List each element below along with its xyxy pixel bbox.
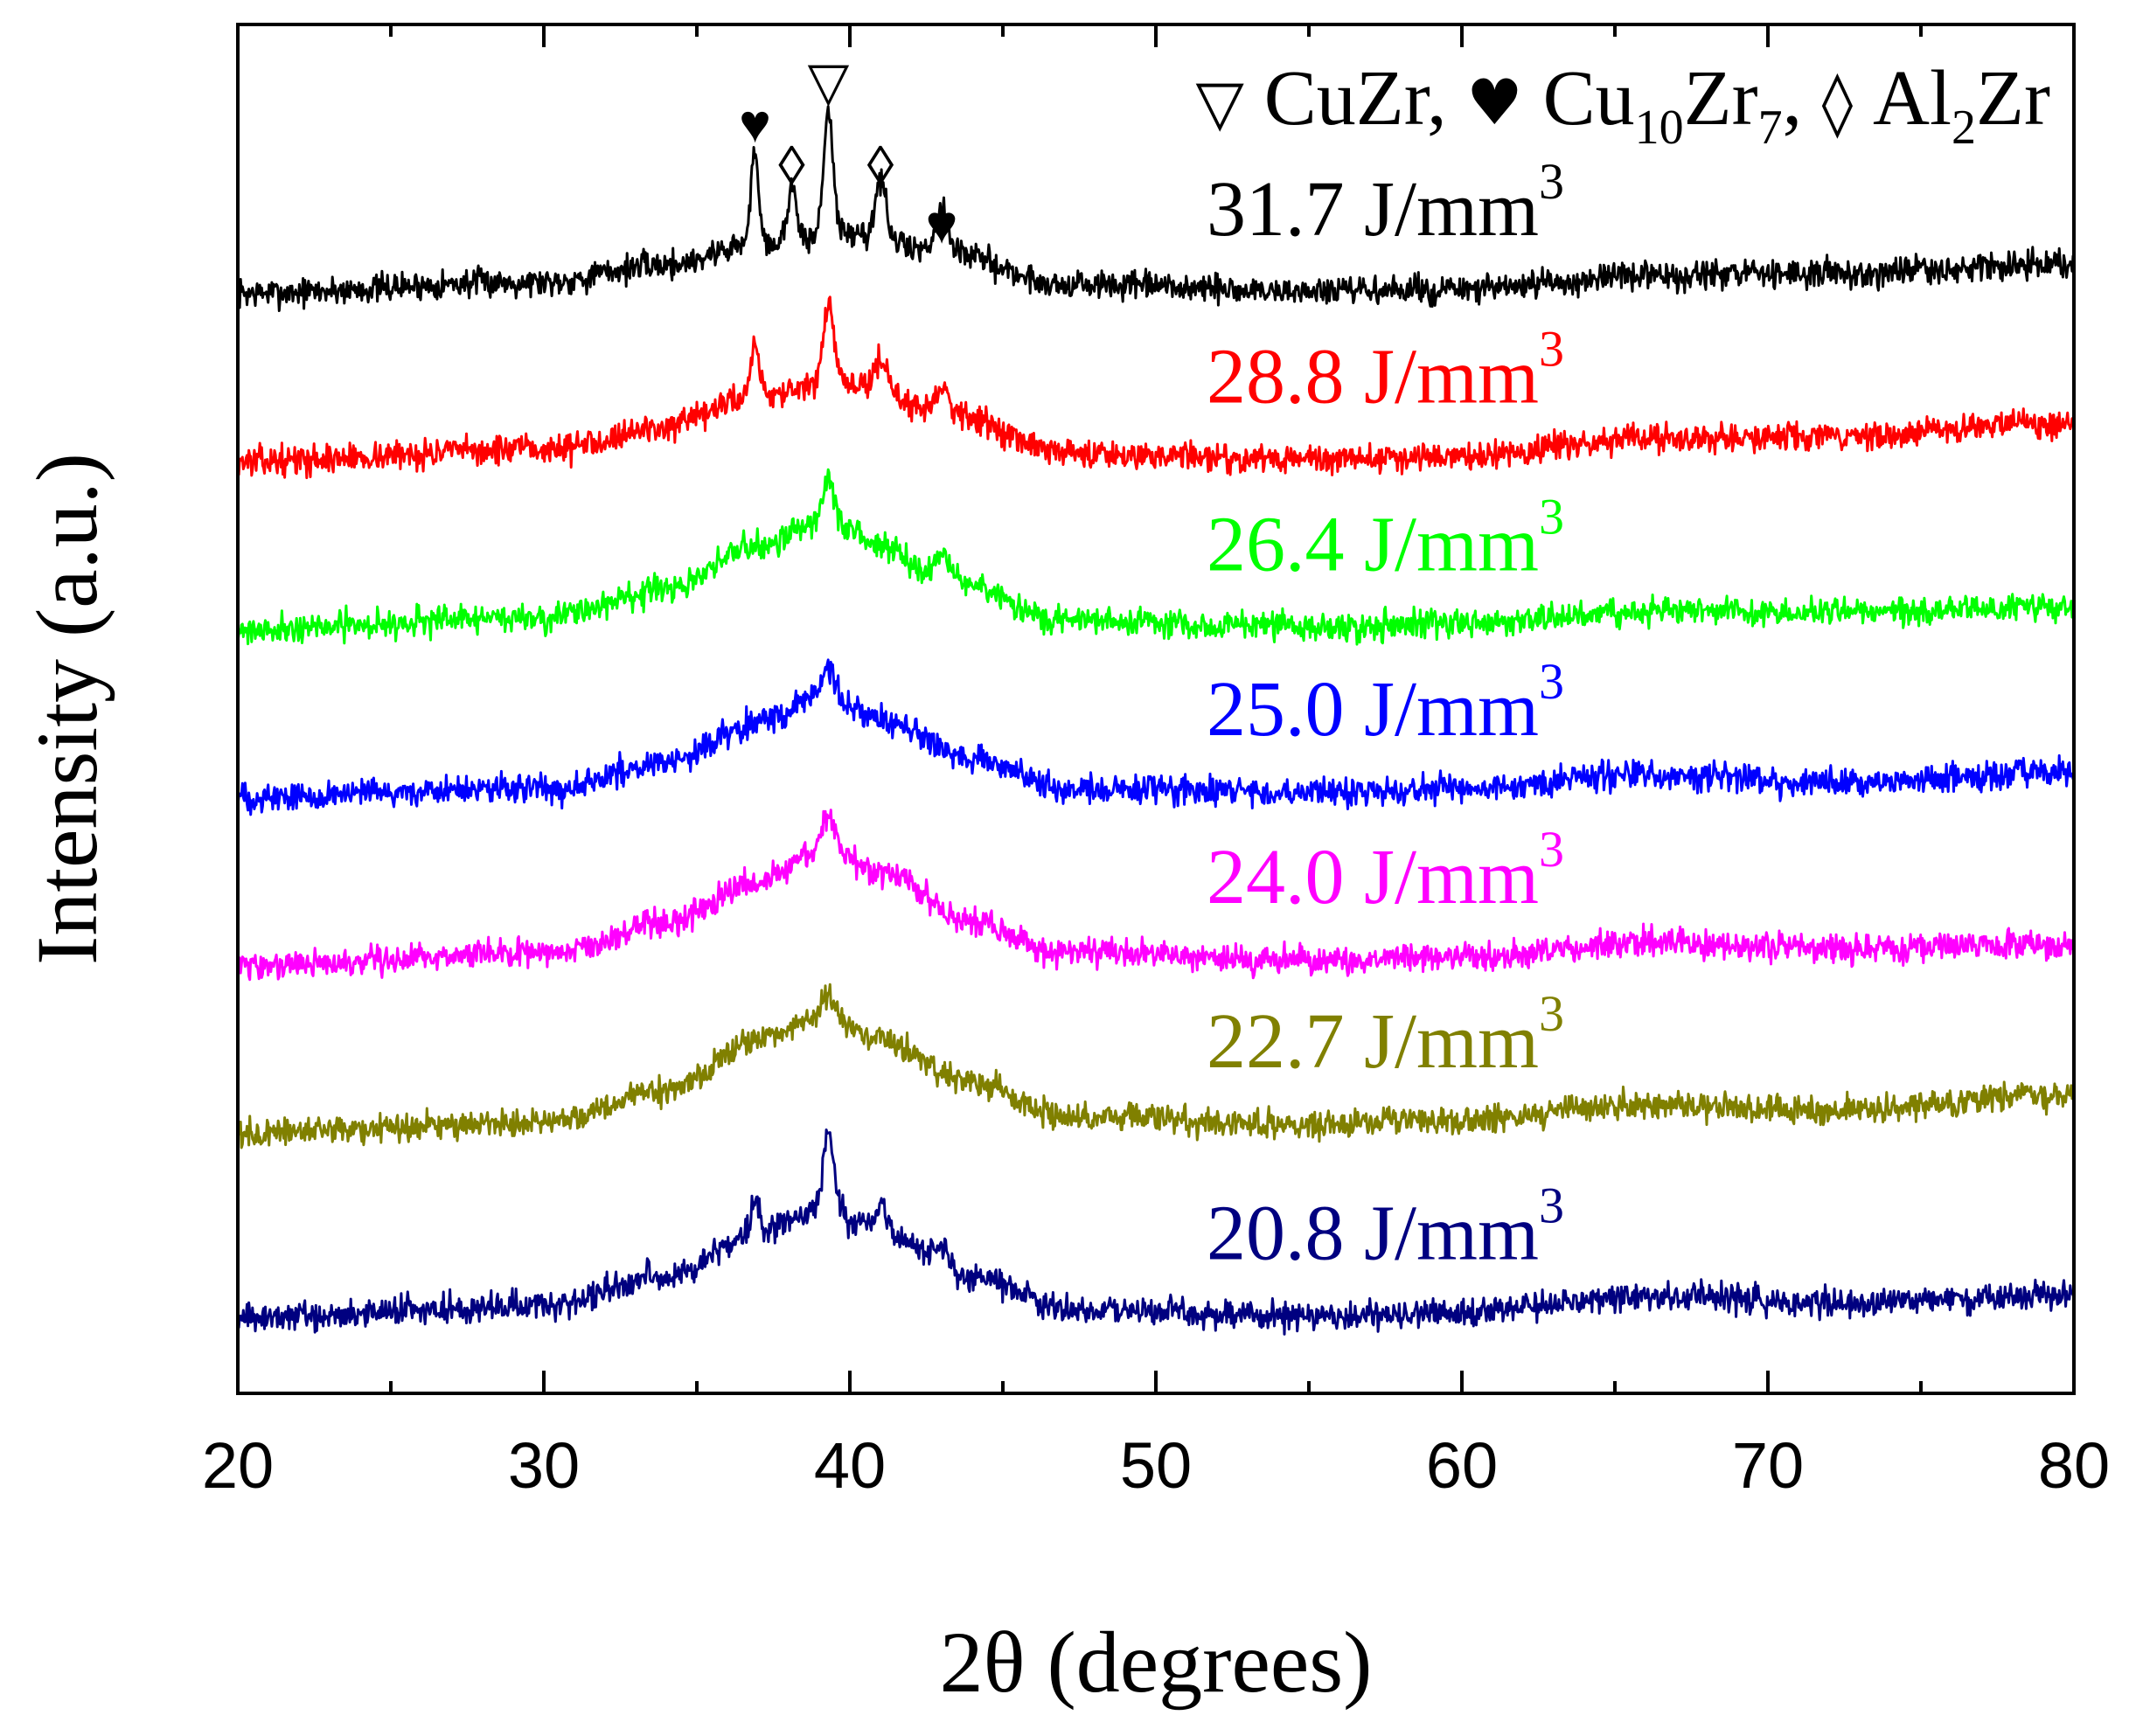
x-tick-label: 20	[202, 1429, 274, 1502]
series-label-1: 31.7 J/mm3	[1207, 153, 1564, 253]
legend-separator: ,	[1427, 55, 1447, 142]
series-line-4	[236, 658, 2076, 816]
series-label-5: 24.0 J/mm3	[1207, 821, 1564, 920]
x-axis-ticks: 20 30 40 50 60 70 80	[202, 24, 2110, 1502]
series-line-1	[236, 105, 2076, 312]
legend: ▽ CuZr, ♥ Cu10Zr7, ◊ Al2Zr	[1196, 55, 2051, 155]
y-axis-title: Intensity (a.u.)	[18, 453, 115, 965]
legend-symbol-2: ♥	[1466, 66, 1542, 139]
series-label-exponent: 3	[1539, 488, 1564, 545]
legend-phase-part: Zr	[1976, 55, 2050, 142]
series-label-value: 24.0 J/mm	[1207, 834, 1539, 920]
series-label-value: 20.8 J/mm	[1207, 1190, 1539, 1276]
legend-subscript: 7	[1758, 101, 1783, 155]
peak-marker-layer: ♥◊▽◊♥	[739, 52, 957, 254]
series-label-exponent: 3	[1539, 985, 1564, 1042]
legend-space	[1447, 55, 1467, 142]
legend-subscript: 10	[1635, 101, 1684, 155]
peak-marker-2: ◊	[778, 137, 805, 197]
x-tick-label: 60	[1426, 1429, 1498, 1502]
series-label-exponent: 3	[1539, 1177, 1564, 1233]
series-label-7: 20.8 J/mm3	[1207, 1177, 1564, 1276]
x-axis-title: 2θ (degrees)	[940, 1614, 1373, 1711]
legend-text: ▽ CuZr, ♥ Cu10Zr7, ◊ Al2Zr	[1196, 55, 2051, 155]
legend-subscript: 2	[1952, 101, 1976, 155]
series-line-5	[236, 809, 2076, 982]
x-tick-label: 40	[814, 1429, 886, 1502]
series-line-6	[236, 983, 2076, 1149]
series-label-6: 22.7 J/mm3	[1207, 985, 1564, 1085]
x-tick-label: 70	[1732, 1429, 1804, 1502]
x-tick-label: 80	[2038, 1429, 2110, 1502]
series-label-value: 31.7 J/mm	[1207, 166, 1539, 253]
series-label-4: 25.0 J/mm3	[1207, 653, 1564, 753]
peak-marker-5: ♥	[926, 196, 958, 255]
series-layer	[236, 105, 2076, 1336]
series-line-7	[237, 1128, 2076, 1336]
x-tick-label: 50	[1120, 1429, 1192, 1502]
x-tick-label: 30	[508, 1429, 580, 1502]
series-label-exponent: 3	[1539, 153, 1564, 210]
peak-marker-3: ▽	[808, 52, 850, 112]
series-label-exponent: 3	[1539, 320, 1564, 377]
series-line-2	[236, 295, 2075, 480]
series-label-value: 28.8 J/mm	[1207, 333, 1539, 420]
series-label-exponent: 3	[1539, 653, 1564, 710]
legend-phase-2: Cu	[1543, 55, 1635, 142]
legend-space	[1802, 55, 1822, 142]
series-label-value: 25.0 J/mm	[1207, 666, 1539, 753]
peak-marker-4: ◊	[867, 137, 894, 197]
series-label-value: 22.7 J/mm	[1207, 998, 1539, 1085]
series-label-value: 26.4 J/mm	[1207, 501, 1539, 587]
legend-symbol-3: ◊	[1822, 66, 1873, 139]
legend-phase-1: CuZr	[1264, 55, 1430, 142]
series-label-3: 26.4 J/mm3	[1207, 488, 1564, 587]
series-label-2: 28.8 J/mm3	[1207, 320, 1564, 420]
legend-separator: ,	[1783, 55, 1803, 142]
series-label-exponent: 3	[1539, 821, 1564, 878]
legend-phase-3: Al	[1873, 55, 1952, 142]
legend-phase-part: Zr	[1684, 55, 1758, 142]
peak-marker-1: ♥	[739, 95, 771, 155]
legend-symbol-1: ▽	[1196, 66, 1264, 139]
series-line-3	[236, 468, 2076, 646]
